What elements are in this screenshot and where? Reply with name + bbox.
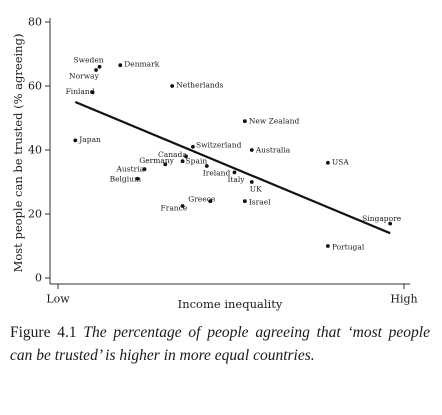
point-label-uk: UK — [250, 185, 262, 194]
point-label-usa: USA — [332, 157, 349, 166]
caption-number: Figure 4.1 — [10, 324, 77, 341]
point-japan — [73, 138, 78, 143]
point-label-australia: Australia — [255, 146, 291, 155]
caption-text: The percentage of people agreeing that ‘… — [10, 324, 430, 364]
point-label-norway: Norway — [69, 72, 100, 81]
point-label-singapore: Singapore — [362, 214, 402, 223]
point-greece — [208, 199, 213, 204]
figure-caption: Figure 4.1 The percentage of people agre… — [10, 321, 430, 367]
point-label-austria: Austria — [116, 165, 145, 174]
point-label-belgium: Belgium — [110, 174, 142, 183]
point-belgium — [135, 176, 140, 181]
point-italy — [232, 170, 237, 175]
point-austria — [142, 167, 147, 172]
point-label-portugal: Portugal — [332, 243, 365, 252]
point-germany — [163, 162, 168, 167]
point-label-new-zealand: New Zealand — [249, 117, 300, 126]
point-label-sweden: Sweden — [74, 55, 104, 64]
point-label-japan: Japan — [78, 135, 101, 144]
point-label-italy: Italy — [227, 175, 245, 184]
x-tick-label: High — [390, 293, 417, 306]
point-label-germany: Germany — [139, 156, 174, 165]
point-label-france: France — [161, 204, 188, 213]
point-france — [180, 204, 185, 208]
scatter-chart: 0 20 40 60 80 Low High Sweden Norway Denmark Fin… — [11, 16, 418, 312]
y-tick-label: 0 — [35, 272, 42, 285]
y-tick-label: 40 — [28, 144, 42, 157]
point-label-finland: Finland — [66, 87, 95, 96]
point-ireland — [204, 164, 209, 168]
point-sweden — [97, 64, 102, 69]
point-finland — [90, 90, 95, 95]
point-label-greece: Greece — [188, 195, 216, 204]
y-tick-label: 80 — [28, 16, 42, 29]
point-israel — [242, 199, 247, 204]
point-canada — [184, 154, 188, 159]
point-label-ireland: Ireland — [203, 169, 231, 178]
point-label-denmark: Denmark — [124, 60, 159, 69]
point-label-spain: Spain — [186, 157, 208, 166]
point-new-zealand — [242, 119, 247, 124]
point-label-israel: Israel — [249, 198, 271, 207]
point-label-switzerland: Switzerland — [196, 140, 242, 149]
x-tick-label: Low — [46, 293, 70, 306]
point-label-netherlands: Netherlands — [176, 81, 223, 90]
point-usa — [325, 160, 330, 165]
point-spain — [180, 159, 185, 164]
point-label-canada: Canada — [158, 150, 187, 159]
point-portugal — [325, 244, 330, 248]
y-axis-title: Most people can be trusted (% agreeing) — [11, 34, 25, 273]
point-norway — [94, 68, 98, 72]
point-uk — [249, 180, 254, 184]
y-tick-label: 60 — [28, 80, 42, 93]
point-australia — [249, 148, 254, 152]
trend-line — [74, 100, 391, 235]
point-switzerland — [191, 144, 195, 149]
point-netherlands — [170, 84, 175, 88]
point-denmark — [118, 63, 123, 68]
y-tick-label: 20 — [28, 208, 42, 221]
point-singapore — [388, 221, 393, 226]
x-axis-title: Income inequality — [178, 297, 283, 311]
